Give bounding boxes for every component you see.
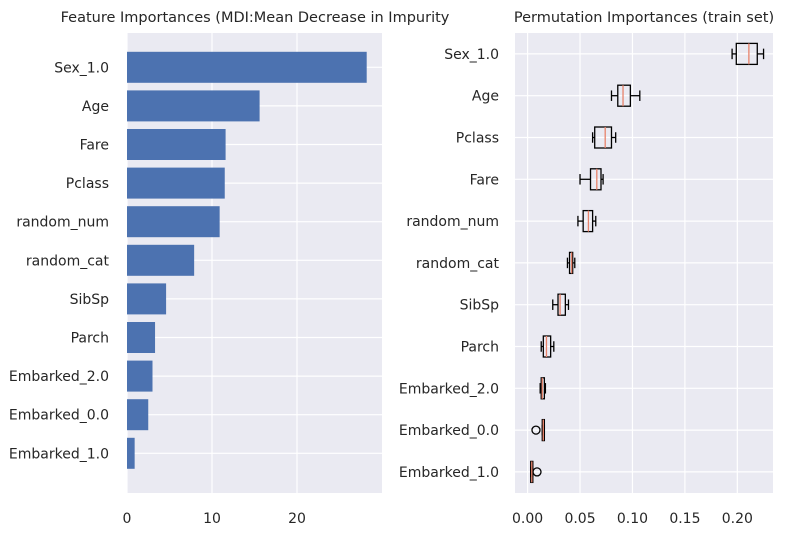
- permutation-x-tick-label: 0.05: [564, 511, 595, 527]
- permutation-x-tick-label: 0.20: [722, 511, 753, 527]
- mdi-x-tick-labels: 0 10 20: [123, 511, 306, 527]
- mdi-bars: [127, 51, 367, 469]
- mdi-bar: [127, 167, 225, 199]
- mdi-y-tick-label: SibSp: [70, 292, 110, 308]
- mdi-y-tick-label: random_num: [16, 215, 109, 231]
- permutation-y-tick-label: random_num: [406, 214, 499, 230]
- permutation-y-tick-labels: Sex_1.0 Age Pclass Fare random_num random_cat…: [399, 47, 500, 481]
- permutation-box: [731, 42, 765, 66]
- permutation-y-tick-label: Fare: [470, 172, 499, 188]
- permutation-box: [577, 209, 597, 233]
- permutation-y-tick-label: Sex_1.0: [444, 47, 499, 63]
- mdi-bar: [127, 90, 260, 122]
- permutation-chart-title: Permutation Importances (train set): [514, 10, 774, 26]
- permutation-x-tick-label: 0.00: [512, 511, 543, 527]
- mdi-bar: [127, 51, 367, 83]
- mdi-importance-panel: Sex_1.0 Age Fare Pclass random_num random_cat…: [9, 10, 450, 527]
- mdi-x-tick-label: 10: [203, 511, 221, 527]
- permutation-outlier-point: [532, 467, 542, 477]
- mdi-bar: [127, 206, 220, 238]
- permutation-box: [591, 126, 617, 149]
- mdi-x-tick-label: 0: [123, 511, 132, 527]
- permutation-y-tick-label: Embarked_0.0: [399, 423, 499, 439]
- mdi-bar: [127, 244, 195, 276]
- mdi-y-tick-label: Embarked_2.0: [9, 369, 109, 385]
- permutation-y-tick-label: Parch: [461, 340, 499, 356]
- mdi-y-tick-label: Parch: [71, 331, 109, 347]
- mdi-chart-title: Feature Importances (MDI:Mean Decrease i…: [61, 10, 450, 26]
- mdi-bar: [127, 360, 153, 392]
- permutation-outlier-point: [531, 425, 541, 435]
- permutation-x-tick-labels: 0.00 0.05 0.10 0.15 0.20: [512, 511, 753, 527]
- mdi-y-tick-label: Sex_1.0: [54, 60, 109, 76]
- mdi-y-tick-label: Embarked_0.0: [9, 408, 109, 424]
- permutation-box: [530, 460, 542, 484]
- permutation-iqr-box: [589, 168, 602, 191]
- mdi-bar: [127, 322, 156, 353]
- permutation-y-tick-label: random_cat: [416, 256, 500, 272]
- mdi-y-tick-labels: Sex_1.0 Age Fare Pclass random_num random_cat…: [9, 60, 110, 462]
- mdi-y-tick-label: Age: [82, 99, 109, 115]
- permutation-box: [539, 377, 547, 400]
- permutation-box: [552, 293, 570, 316]
- permutation-y-tick-label: Embarked_1.0: [399, 465, 499, 481]
- permutation-box: [540, 335, 555, 358]
- permutation-y-tick-label: SibSp: [460, 298, 500, 314]
- permutation-y-tick-label: Embarked_2.0: [399, 381, 499, 397]
- mdi-y-tick-label: Fare: [80, 138, 109, 154]
- mdi-y-tick-label: Pclass: [66, 176, 109, 192]
- mdi-x-tick-label: 20: [288, 511, 306, 527]
- permutation-x-tick-label: 0.15: [669, 511, 700, 527]
- permutation-iqr-box: [617, 84, 632, 107]
- permutation-box: [610, 84, 641, 107]
- mdi-y-tick-label: random_cat: [26, 253, 110, 269]
- mdi-bar: [127, 437, 135, 469]
- mdi-bar: [127, 129, 226, 160]
- permutation-boxes: [530, 42, 765, 484]
- permutation-importance-panel: Sex_1.0 Age Pclass Fare random_num random_cat…: [399, 10, 774, 527]
- permutation-box: [531, 418, 546, 442]
- permutation-iqr-box: [594, 126, 613, 149]
- permutation-iqr-box: [557, 293, 566, 316]
- permutation-y-tick-label: Pclass: [456, 131, 499, 147]
- mdi-bar: [127, 399, 149, 431]
- permutation-y-tick-label: Age: [472, 89, 499, 105]
- permutation-box: [566, 251, 576, 275]
- permutation-x-tick-label: 0.10: [617, 511, 648, 527]
- mdi-bar: [127, 283, 167, 315]
- permutation-iqr-box: [735, 42, 758, 66]
- mdi-y-tick-label: Embarked_1.0: [9, 446, 109, 462]
- permutation-box: [579, 168, 604, 191]
